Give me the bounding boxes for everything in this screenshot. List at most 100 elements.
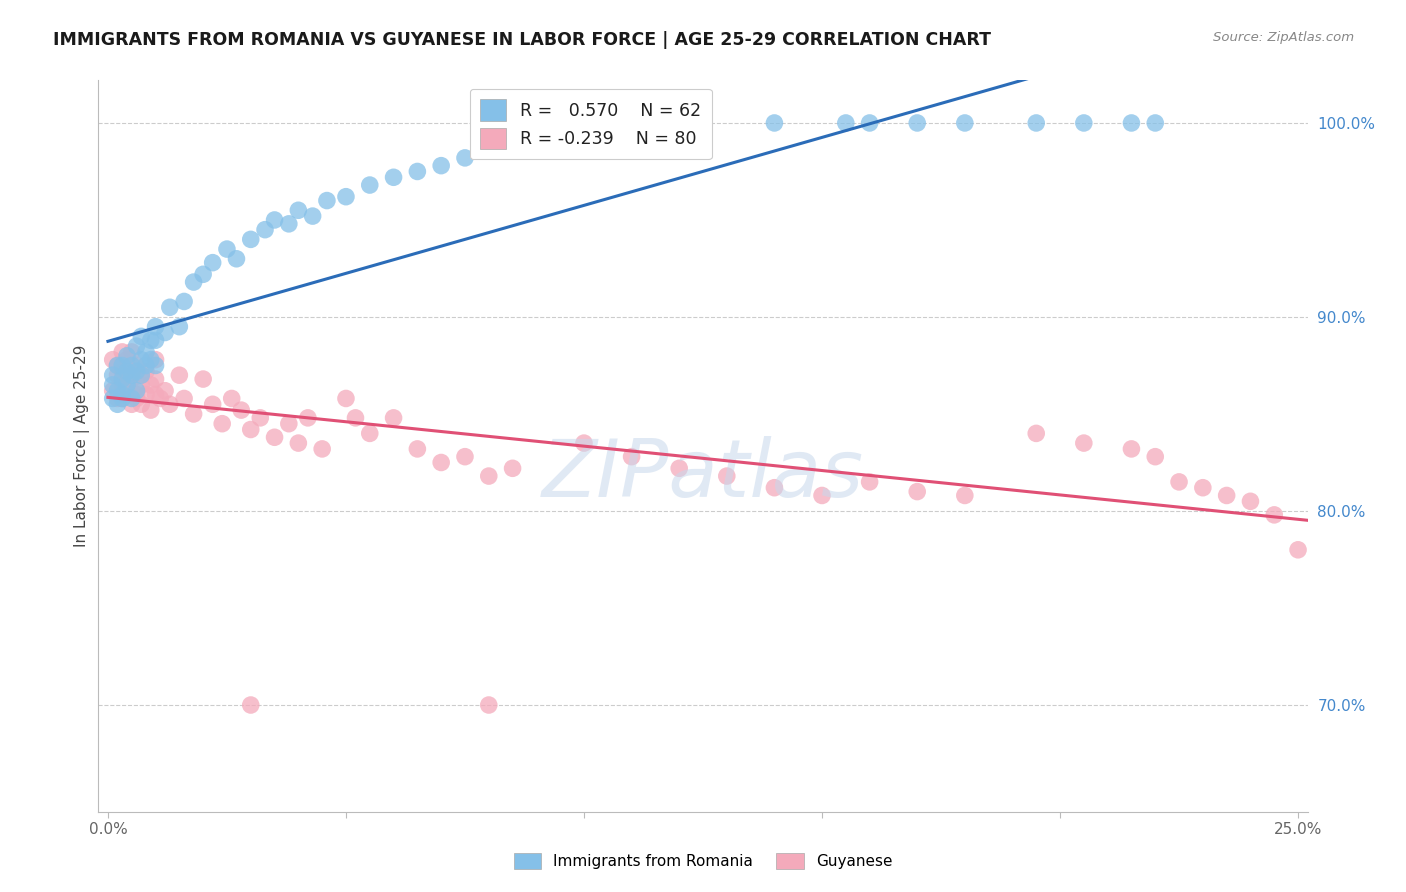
Point <box>107 397 129 411</box>
Point <box>139 352 162 367</box>
Point <box>135 359 157 373</box>
Point <box>101 384 124 398</box>
Point <box>859 116 882 130</box>
Point <box>263 430 285 444</box>
Point <box>454 151 477 165</box>
Point <box>111 359 134 373</box>
Point <box>129 397 152 411</box>
Point <box>263 213 285 227</box>
Point <box>121 397 143 411</box>
Point <box>478 698 501 712</box>
Point <box>239 232 262 246</box>
Point <box>763 481 786 495</box>
Point <box>1025 426 1047 441</box>
Point <box>406 442 429 456</box>
Point <box>311 442 333 456</box>
Point <box>145 352 167 367</box>
Text: IMMIGRANTS FROM ROMANIA VS GUYANESE IN LABOR FORCE | AGE 25-29 CORRELATION CHART: IMMIGRANTS FROM ROMANIA VS GUYANESE IN L… <box>53 31 991 49</box>
Point <box>129 329 152 343</box>
Point <box>316 194 339 208</box>
Point <box>1239 494 1261 508</box>
Point <box>335 392 357 406</box>
Point <box>277 417 299 431</box>
Point <box>344 410 367 425</box>
Point <box>406 164 429 178</box>
Point <box>145 333 167 347</box>
Point <box>159 397 181 411</box>
Point <box>139 333 162 347</box>
Point <box>953 488 976 502</box>
Point <box>1263 508 1285 522</box>
Point <box>277 217 299 231</box>
Point <box>115 368 138 383</box>
Point <box>239 698 262 712</box>
Point <box>107 384 129 398</box>
Point <box>139 377 162 392</box>
Point <box>111 345 134 359</box>
Point <box>478 469 501 483</box>
Point <box>101 368 124 383</box>
Point <box>297 410 319 425</box>
Point <box>121 368 143 383</box>
Point <box>139 403 162 417</box>
Point <box>478 139 501 153</box>
Point <box>716 469 738 483</box>
Point <box>101 352 124 367</box>
Point <box>111 372 134 386</box>
Point <box>231 403 253 417</box>
Point <box>159 300 181 314</box>
Point <box>287 436 309 450</box>
Point <box>1192 481 1215 495</box>
Point <box>107 359 129 373</box>
Text: Source: ZipAtlas.com: Source: ZipAtlas.com <box>1213 31 1354 45</box>
Point <box>115 364 138 378</box>
Point <box>859 475 882 489</box>
Point <box>811 488 834 502</box>
Point <box>382 410 405 425</box>
Point <box>359 426 381 441</box>
Point <box>121 392 143 406</box>
Point <box>1144 450 1167 464</box>
Point <box>249 410 271 425</box>
Point <box>145 372 167 386</box>
Point <box>145 387 167 401</box>
Point <box>430 159 453 173</box>
Point <box>125 392 148 406</box>
Point <box>129 368 152 383</box>
Point <box>763 116 786 130</box>
Point <box>121 372 143 386</box>
Point <box>115 377 138 392</box>
Point <box>225 252 247 266</box>
Point <box>121 359 143 373</box>
Point <box>125 387 148 401</box>
Point <box>620 450 643 464</box>
Point <box>905 116 928 130</box>
Point <box>221 392 243 406</box>
Text: ZIPatlas: ZIPatlas <box>541 436 865 515</box>
Point <box>183 275 205 289</box>
Point <box>254 222 277 236</box>
Point <box>135 345 157 359</box>
Point <box>107 359 129 373</box>
Point <box>173 294 195 309</box>
Point <box>668 461 690 475</box>
Point <box>153 384 176 398</box>
Point <box>169 319 191 334</box>
Point <box>287 203 309 218</box>
Point <box>101 377 124 392</box>
Point <box>129 368 152 383</box>
Point <box>1168 475 1191 489</box>
Point <box>125 384 148 398</box>
Point <box>107 392 129 406</box>
Point <box>111 392 134 406</box>
Point <box>502 461 524 475</box>
Point <box>111 387 134 401</box>
Point <box>121 364 143 378</box>
Point <box>183 407 205 421</box>
Point <box>125 359 148 373</box>
Point <box>173 392 195 406</box>
Point <box>191 268 214 282</box>
Point <box>201 397 224 411</box>
Point <box>335 190 357 204</box>
Point <box>169 368 191 383</box>
